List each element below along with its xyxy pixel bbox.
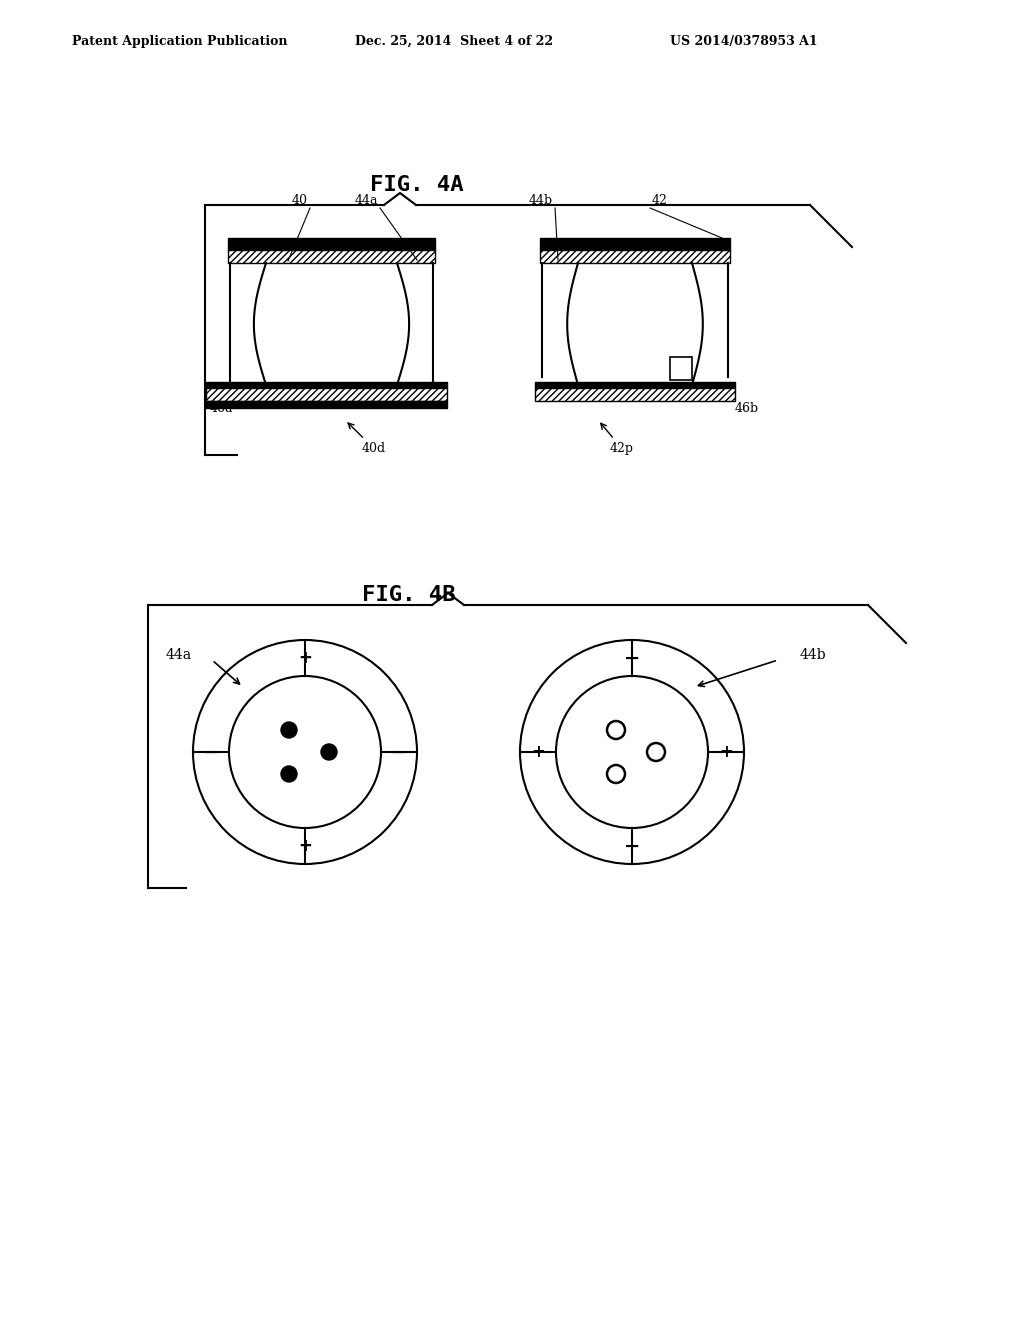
Text: +: + — [719, 743, 733, 762]
Circle shape — [281, 722, 297, 738]
Circle shape — [321, 744, 337, 760]
Text: −: − — [624, 648, 640, 668]
Text: −: − — [203, 742, 219, 762]
Text: 44b: 44b — [528, 194, 553, 207]
Text: FIG. 4A: FIG. 4A — [370, 176, 464, 195]
Bar — [535, 388, 735, 401]
Text: Dec. 25, 2014  Sheet 4 of 22: Dec. 25, 2014 Sheet 4 of 22 — [355, 36, 553, 48]
Text: −: − — [391, 742, 408, 762]
Circle shape — [281, 766, 297, 781]
Text: Patent Application Publication: Patent Application Publication — [72, 36, 288, 48]
Text: 46b: 46b — [735, 401, 759, 414]
Text: 42: 42 — [652, 194, 668, 207]
Text: 46a: 46a — [210, 401, 233, 414]
Text: US 2014/0378953 A1: US 2014/0378953 A1 — [670, 36, 817, 48]
Bar — [670, 356, 692, 380]
Text: 44a: 44a — [354, 194, 378, 207]
Text: 40: 40 — [292, 194, 308, 207]
Text: 42p: 42p — [601, 424, 634, 455]
Text: FIG. 4B: FIG. 4B — [362, 585, 456, 605]
Text: +: + — [298, 649, 312, 667]
Text: 44b: 44b — [800, 648, 826, 663]
Text: −: − — [624, 837, 640, 855]
Bar — [228, 249, 435, 263]
Bar — [540, 249, 730, 263]
Text: +: + — [298, 837, 312, 855]
Text: 44a: 44a — [166, 648, 193, 663]
Text: 40d: 40d — [348, 422, 386, 455]
Text: +: + — [531, 743, 545, 762]
Bar — [206, 388, 447, 401]
